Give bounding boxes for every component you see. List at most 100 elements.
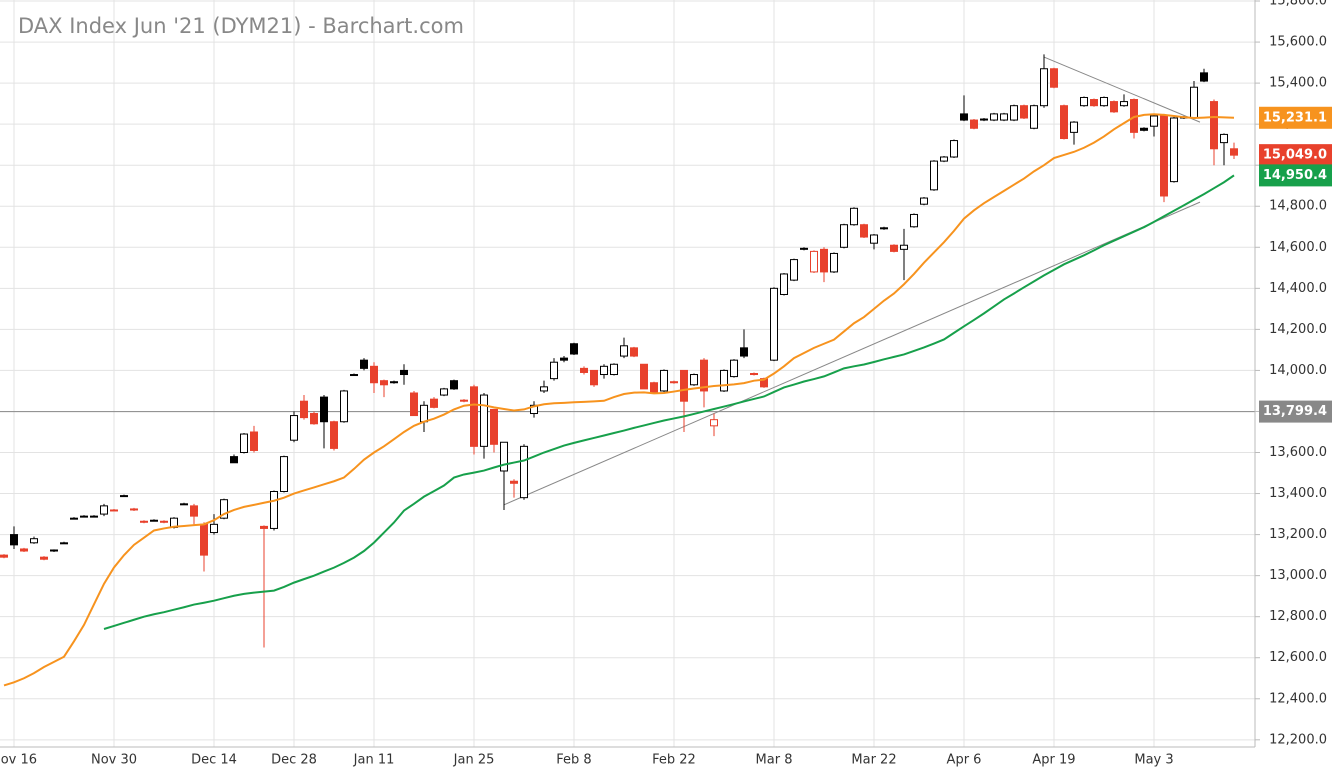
candle-body <box>420 404 428 423</box>
candle-body <box>1090 99 1098 107</box>
y-tick-label: 15,800.0 <box>1269 0 1327 9</box>
candle-body <box>310 413 318 425</box>
candle-body <box>1170 117 1178 183</box>
candle-body <box>690 374 698 386</box>
candle-body <box>240 433 248 454</box>
candle-body <box>220 499 228 519</box>
candle-body <box>580 367 588 373</box>
x-tick-label: May 3 <box>1134 753 1173 768</box>
candle-body <box>530 404 538 415</box>
candle-body <box>1100 96 1108 107</box>
candle-body <box>1150 115 1158 127</box>
candle-body <box>630 347 638 357</box>
candle-body <box>320 396 328 423</box>
plot <box>0 54 1238 687</box>
candle-body <box>60 542 68 545</box>
candle-body <box>620 345 628 357</box>
trendline <box>503 201 1201 506</box>
candle-body <box>980 118 988 121</box>
y-tick-label: 12,200.0 <box>1269 732 1327 747</box>
candle-body <box>470 386 478 447</box>
candle-body <box>970 119 978 129</box>
price-marker <box>1259 144 1332 167</box>
candle-body <box>940 156 948 162</box>
candle-body <box>1040 68 1048 107</box>
candle-body <box>30 538 38 544</box>
candle-body <box>1140 127 1148 131</box>
candle-body <box>440 388 448 396</box>
candle-body <box>150 519 158 522</box>
moving-average-line <box>3 113 1235 687</box>
candle-body <box>200 523 208 556</box>
candle-body <box>680 369 688 402</box>
candle-body <box>230 456 238 464</box>
candle-body <box>130 508 138 511</box>
candle-body <box>610 363 618 376</box>
candle-body <box>930 160 938 191</box>
x-tick-label: Jan 25 <box>453 753 495 768</box>
y-tick-label: 13,000.0 <box>1269 568 1327 583</box>
y-tick-label: 14,400.0 <box>1269 281 1327 296</box>
candle-body <box>1110 101 1118 113</box>
candle-body <box>430 398 438 408</box>
candle-body <box>1210 101 1218 150</box>
candle-body <box>710 419 718 427</box>
candle-body <box>720 369 728 392</box>
candle-body <box>1000 113 1008 121</box>
candle-body <box>840 224 848 248</box>
x-tick-label: Dec 28 <box>271 753 317 768</box>
candle-body <box>880 227 888 230</box>
candle-body <box>670 381 678 384</box>
candle-body <box>770 287 778 361</box>
candle-body <box>410 392 418 417</box>
candle-body <box>90 515 98 518</box>
price-marker-label: 14,950.4 <box>1263 168 1327 183</box>
candle-body <box>20 548 28 552</box>
y-tick-label: 12,400.0 <box>1269 691 1327 706</box>
x-tick-label: Jan 11 <box>353 753 395 768</box>
candle-body <box>600 365 608 376</box>
chart-title: DAX Index Jun '21 (DYM21) - Barchart.com <box>18 14 464 38</box>
candle-body <box>1120 101 1128 107</box>
candle-body <box>560 357 568 361</box>
candle-body <box>0 554 8 558</box>
candle-body <box>1200 72 1208 82</box>
candle-body <box>270 491 278 529</box>
candle-body <box>950 140 958 158</box>
candle-body <box>70 517 78 520</box>
candle-body <box>330 421 338 449</box>
candle-body <box>990 113 998 121</box>
candle-body <box>1190 86 1198 119</box>
candle-body <box>1050 68 1058 88</box>
y-tick-label: 13,200.0 <box>1269 527 1327 542</box>
candle-body <box>780 273 788 295</box>
grid <box>0 0 1255 747</box>
price-marker <box>1259 400 1332 423</box>
candle-body <box>180 503 188 506</box>
candle-body <box>120 495 128 498</box>
candle-body <box>850 207 858 226</box>
price-marker-label: 15,231.1 <box>1263 110 1327 125</box>
price-marker-label: 15,049.0 <box>1263 148 1327 163</box>
candle-body <box>1080 96 1088 107</box>
x-tick-label: Nov 16 <box>0 753 37 768</box>
candle-body <box>500 441 508 472</box>
candle-body <box>520 445 528 499</box>
candle-body <box>250 431 258 451</box>
candle-body <box>800 247 808 250</box>
candle-body <box>1030 105 1038 129</box>
y-tick-label: 13,600.0 <box>1269 445 1327 460</box>
candle-body <box>400 369 408 376</box>
candle-body <box>700 359 708 392</box>
candle-body <box>160 520 168 523</box>
candle-body <box>870 234 878 244</box>
y-tick-label: 13,400.0 <box>1269 486 1327 501</box>
candle-body <box>830 252 838 273</box>
candle-body <box>190 505 198 517</box>
candle-body <box>480 394 488 447</box>
candle-body <box>540 386 548 392</box>
candle-body <box>820 248 828 273</box>
x-tick-label: Nov 30 <box>91 753 137 768</box>
candle-body <box>890 244 898 252</box>
